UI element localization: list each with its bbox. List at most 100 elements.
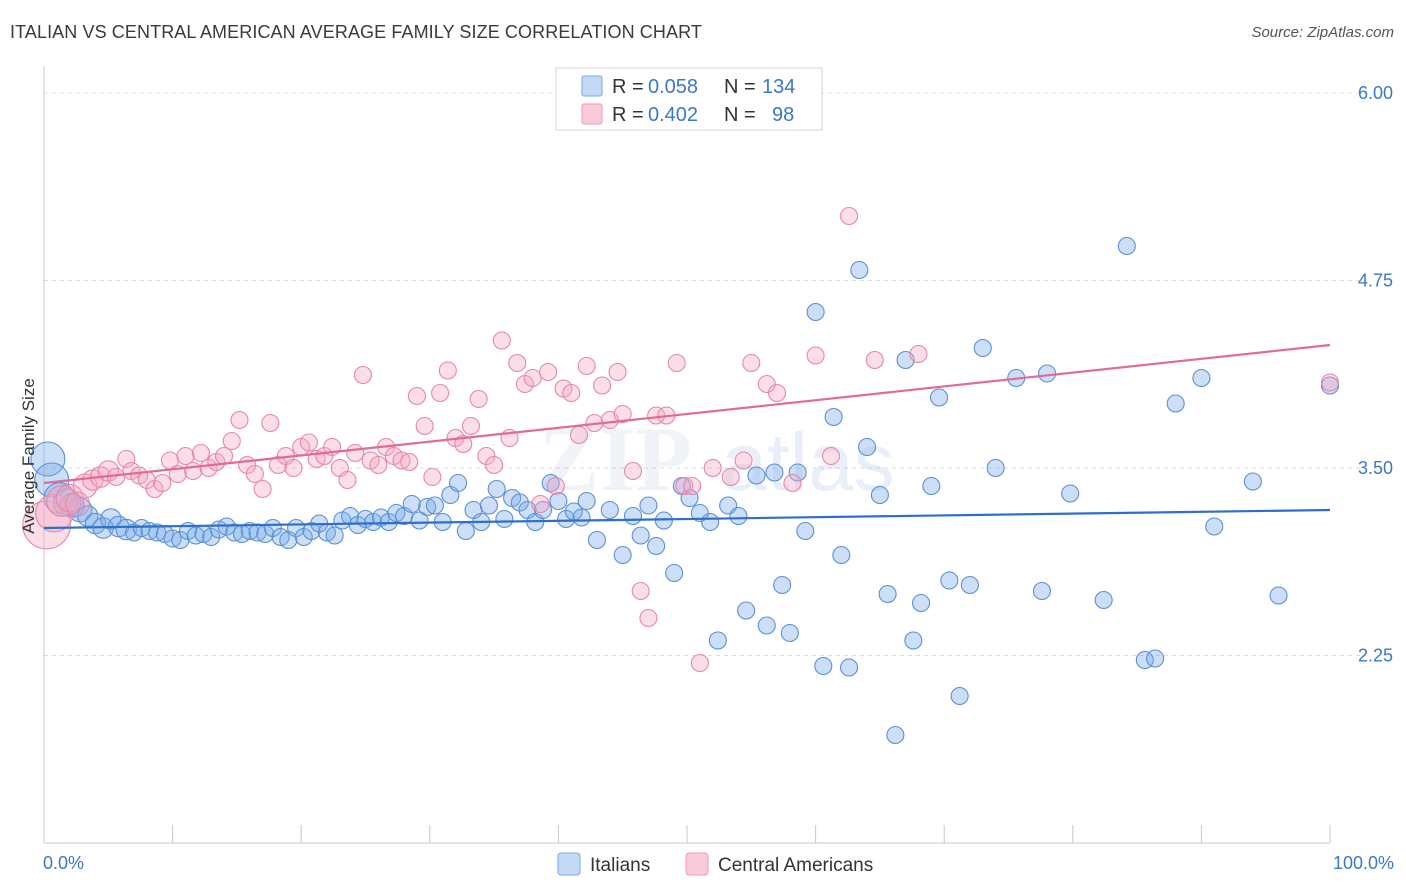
point-italians-115 bbox=[986, 458, 1005, 478]
legend-swatch-italians bbox=[581, 75, 603, 97]
point-central-americans-59 bbox=[492, 331, 511, 350]
point-central-americans-41 bbox=[353, 365, 372, 385]
point-central-americans-32 bbox=[284, 458, 303, 478]
series-1-points bbox=[22, 206, 1340, 673]
point-central-americans-52 bbox=[438, 361, 457, 380]
point-central-americans-97 bbox=[1320, 373, 1340, 392]
point-central-americans-90 bbox=[767, 383, 787, 403]
point-italians-99 bbox=[832, 545, 851, 565]
point-central-americans-76 bbox=[623, 461, 643, 481]
top-legend: R = 0.058 N = 134 R = 0.402 N = 98 bbox=[555, 67, 823, 131]
point-italians-76 bbox=[631, 526, 650, 545]
point-central-americans-46 bbox=[392, 451, 411, 470]
point-central-americans-27 bbox=[245, 464, 264, 484]
point-italians-128 bbox=[1269, 586, 1288, 605]
point-central-americans-69 bbox=[569, 425, 589, 445]
axes bbox=[43, 66, 1331, 844]
point-italians-9 bbox=[100, 508, 122, 530]
point-italians-67 bbox=[549, 491, 568, 511]
point-central-americans-40 bbox=[346, 443, 365, 463]
legend-n-label-1: N = bbox=[724, 104, 756, 126]
point-central-americans-25 bbox=[230, 410, 249, 430]
point-italians-35 bbox=[302, 521, 321, 541]
point-central-americans-1 bbox=[35, 493, 74, 533]
point-italians-68 bbox=[557, 509, 576, 529]
point-central-americans-58 bbox=[485, 455, 504, 475]
point-central-americans-18 bbox=[176, 446, 195, 466]
bottom-legend-label-central-americans: Central Americans bbox=[718, 855, 873, 876]
point-italians-48 bbox=[402, 494, 421, 514]
point-central-americans-81 bbox=[667, 353, 686, 373]
point-central-americans-86 bbox=[721, 467, 740, 487]
point-central-americans-93 bbox=[821, 446, 841, 466]
point-italians-72 bbox=[587, 530, 607, 550]
point-italians-110 bbox=[930, 388, 949, 407]
point-central-americans-50 bbox=[423, 467, 442, 487]
point-italians-123 bbox=[1146, 649, 1165, 668]
point-italians-125 bbox=[1192, 368, 1211, 388]
trend-lines bbox=[43, 343, 1331, 530]
point-central-americans-82 bbox=[675, 476, 694, 496]
point-central-americans-72 bbox=[593, 376, 612, 395]
point-central-americans-19 bbox=[184, 461, 203, 481]
bottom-legend-swatch-italians bbox=[557, 852, 581, 876]
point-central-americans-39 bbox=[338, 470, 357, 490]
point-central-americans-64 bbox=[531, 494, 550, 514]
point-italians-20 bbox=[186, 526, 205, 545]
point-italians-96 bbox=[806, 302, 825, 322]
point-central-americans-61 bbox=[508, 353, 527, 373]
point-italians-95 bbox=[796, 521, 815, 541]
point-central-americans-96 bbox=[909, 344, 928, 364]
point-italians-80 bbox=[665, 563, 684, 583]
watermark-zip: ZIP bbox=[538, 408, 691, 510]
point-italians-98 bbox=[824, 407, 843, 427]
point-italians-111 bbox=[940, 571, 959, 590]
point-central-americans-75 bbox=[613, 404, 632, 424]
point-italians-127 bbox=[1243, 472, 1262, 491]
point-central-americans-29 bbox=[261, 413, 280, 433]
point-italians-70 bbox=[572, 508, 591, 527]
point-central-americans-89 bbox=[757, 374, 776, 394]
point-central-americans-68 bbox=[562, 383, 581, 403]
point-italians-51 bbox=[425, 496, 444, 515]
point-italians-92 bbox=[773, 575, 792, 595]
point-central-americans-63 bbox=[523, 368, 542, 388]
legend-r-label-1: R = bbox=[612, 104, 644, 126]
legend-r-label-0: R = bbox=[612, 76, 644, 98]
x-tick-label-max: 100.0% bbox=[1333, 853, 1394, 873]
point-central-americans-10 bbox=[117, 449, 136, 469]
point-central-americans-66 bbox=[546, 476, 565, 496]
trend-line-italians bbox=[43, 508, 1331, 530]
point-central-americans-54 bbox=[454, 434, 473, 454]
series-0-points bbox=[30, 236, 1340, 745]
point-italians-100 bbox=[839, 658, 859, 677]
point-italians-50 bbox=[418, 497, 437, 517]
point-italians-85 bbox=[708, 631, 727, 650]
point-italians-126 bbox=[1205, 517, 1224, 536]
point-italians-114 bbox=[973, 338, 992, 358]
point-italians-105 bbox=[886, 725, 905, 745]
point-central-americans-51 bbox=[431, 383, 450, 403]
point-italians-15 bbox=[148, 523, 167, 542]
point-central-americans-47 bbox=[400, 452, 419, 472]
point-italians-91 bbox=[765, 463, 784, 482]
point-italians-82 bbox=[680, 488, 699, 508]
point-italians-112 bbox=[950, 686, 969, 706]
point-central-americans-77 bbox=[631, 581, 650, 601]
legend-swatch-central-americans bbox=[581, 103, 603, 125]
point-italians-58 bbox=[479, 496, 499, 515]
point-central-americans-15 bbox=[153, 473, 172, 493]
point-central-americans-43 bbox=[369, 455, 388, 475]
point-italians-54 bbox=[449, 473, 468, 493]
legend-n-value-1: 98 bbox=[772, 104, 794, 126]
point-italians-87 bbox=[729, 506, 748, 526]
point-italians-101 bbox=[850, 260, 869, 280]
y-tick-label-2: 4.75 bbox=[1358, 271, 1393, 291]
point-italians-22 bbox=[202, 527, 221, 547]
point-central-americans-94 bbox=[839, 206, 859, 226]
chart-source: Source: ZipAtlas.com bbox=[1251, 24, 1394, 41]
point-italians-104 bbox=[878, 584, 897, 604]
point-central-americans-48 bbox=[407, 386, 426, 406]
point-italians-0 bbox=[30, 441, 66, 477]
point-italians-74 bbox=[613, 545, 632, 565]
